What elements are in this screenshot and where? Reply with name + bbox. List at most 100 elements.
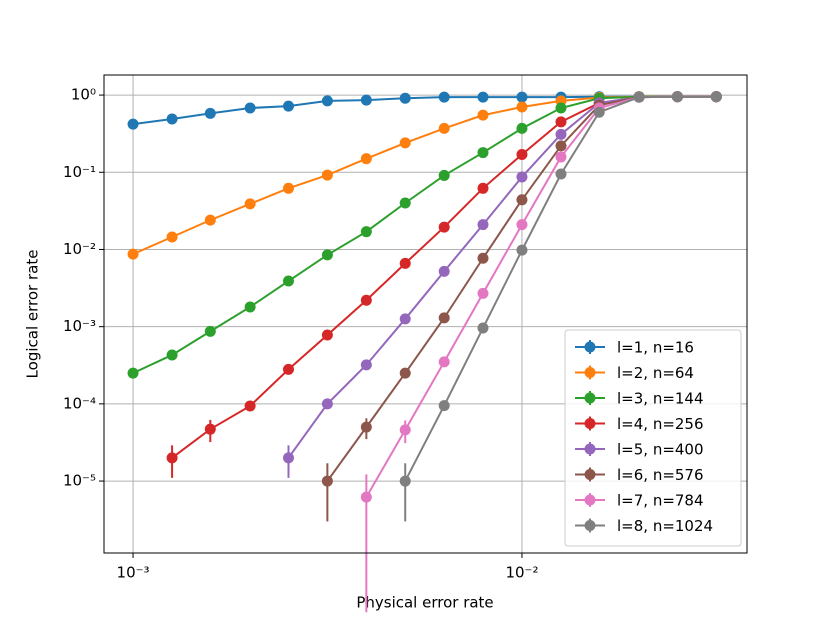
marker	[477, 322, 489, 334]
marker	[516, 148, 528, 160]
marker	[244, 400, 256, 412]
marker	[438, 122, 450, 134]
marker	[438, 265, 450, 277]
marker	[282, 275, 294, 287]
marker	[555, 151, 567, 163]
marker	[321, 475, 333, 487]
marker	[555, 140, 567, 152]
marker	[399, 475, 411, 487]
marker	[516, 171, 528, 183]
y-tick-label: 10⁻¹	[63, 163, 96, 181]
marker	[399, 137, 411, 149]
marker	[360, 94, 372, 106]
legend-label: l=2, n=64	[617, 364, 694, 382]
legend-label: l=6, n=576	[617, 466, 704, 484]
marker	[127, 367, 139, 379]
x-tick-label: 10⁻²	[505, 564, 538, 582]
marker	[321, 398, 333, 410]
y-tick-label: 10⁻⁵	[63, 472, 96, 490]
marker	[516, 194, 528, 206]
y-tick-label: 10⁰	[71, 86, 96, 104]
marker	[244, 301, 256, 313]
marker	[282, 363, 294, 375]
legend-marker	[584, 443, 596, 455]
marker	[593, 106, 605, 118]
y-tick-label: 10⁻²	[63, 240, 96, 258]
legend-marker	[584, 392, 596, 404]
legend-marker	[584, 520, 596, 531]
marker	[516, 101, 528, 113]
legend-marker	[584, 494, 596, 506]
legend-label: l=8, n=1024	[617, 517, 713, 535]
marker	[127, 118, 139, 130]
marker	[166, 452, 178, 464]
marker	[477, 147, 489, 159]
marker	[399, 367, 411, 379]
marker	[399, 313, 411, 325]
legend-marker	[584, 469, 596, 480]
marker	[282, 182, 294, 194]
marker	[671, 91, 683, 103]
marker	[555, 168, 567, 180]
legend-marker	[584, 367, 596, 378]
series-line	[132, 95, 717, 375]
marker	[166, 113, 178, 125]
marker	[127, 248, 139, 260]
legend-marker	[584, 341, 596, 353]
marker	[477, 252, 489, 264]
marker	[555, 128, 567, 140]
x-tick-label: 10⁻³	[117, 564, 150, 582]
marker	[438, 356, 450, 368]
legend-box	[564, 329, 742, 547]
legend-label: l=1, n=16	[617, 339, 694, 357]
marker	[321, 169, 333, 181]
marker	[360, 226, 372, 238]
marker	[399, 197, 411, 209]
marker	[360, 294, 372, 306]
marker	[360, 491, 372, 503]
marker	[438, 221, 450, 233]
marker	[204, 214, 216, 226]
marker	[166, 231, 178, 243]
legend-label: l=7, n=784	[617, 492, 704, 510]
marker	[244, 102, 256, 114]
marker	[399, 257, 411, 269]
marker	[555, 102, 567, 114]
marker	[477, 91, 489, 103]
marker	[399, 424, 411, 436]
legend-label: l=3, n=144	[617, 390, 704, 408]
marker	[282, 100, 294, 112]
legend: l=1, n=16 l=2, n=64 l=3, n=144 l=4, n=256 l=…	[564, 329, 742, 547]
marker	[516, 91, 528, 103]
marker	[244, 198, 256, 210]
y-tick-label: 10⁻³	[63, 317, 96, 335]
y-tick-label: 10⁻⁴	[63, 394, 96, 412]
x-axis-label: Physical error rate	[356, 594, 493, 612]
marker	[710, 91, 722, 103]
legend-label: l=4, n=256	[617, 415, 704, 433]
marker	[360, 359, 372, 371]
marker	[477, 219, 489, 231]
marker	[438, 91, 450, 103]
marker	[555, 116, 567, 128]
marker	[282, 452, 294, 464]
marker	[516, 122, 528, 134]
marker	[360, 421, 372, 433]
marker	[633, 91, 645, 103]
marker	[321, 95, 333, 107]
legend-marker	[584, 418, 596, 429]
series-line	[132, 95, 717, 256]
marker	[516, 244, 528, 256]
marker	[204, 423, 216, 435]
marker	[204, 107, 216, 119]
legend-label: l=5, n=400	[617, 441, 704, 459]
plot-frame	[103, 74, 748, 554]
marker	[321, 329, 333, 341]
marker	[360, 153, 372, 165]
marker	[477, 182, 489, 194]
marker	[516, 219, 528, 231]
marker	[399, 92, 411, 104]
marker	[477, 109, 489, 121]
marker	[438, 312, 450, 324]
